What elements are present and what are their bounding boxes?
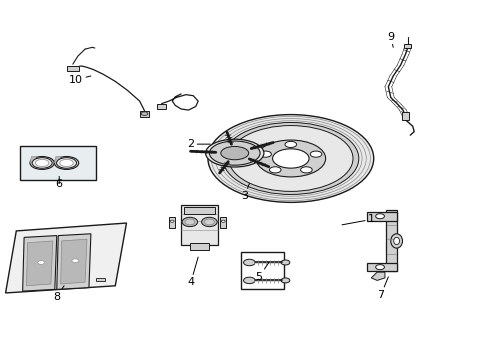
Polygon shape [30, 157, 36, 163]
Bar [181, 205, 218, 244]
Bar [169, 217, 175, 228]
Bar [240, 252, 284, 289]
Polygon shape [61, 239, 87, 284]
Ellipse shape [375, 265, 384, 270]
Text: 5: 5 [255, 262, 268, 282]
Ellipse shape [221, 147, 248, 160]
Bar [366, 263, 396, 271]
Ellipse shape [38, 261, 44, 264]
Bar [220, 217, 226, 228]
Ellipse shape [205, 139, 264, 167]
Text: 10: 10 [69, 75, 91, 85]
Ellipse shape [256, 140, 325, 177]
Ellipse shape [209, 141, 260, 165]
Polygon shape [26, 241, 53, 286]
Ellipse shape [285, 141, 296, 148]
Bar [401, 112, 408, 120]
Ellipse shape [30, 157, 54, 170]
Polygon shape [22, 235, 57, 291]
Ellipse shape [32, 158, 52, 168]
Bar [140, 111, 149, 117]
Ellipse shape [170, 220, 174, 222]
Text: 3: 3 [241, 184, 249, 201]
Text: 4: 4 [187, 257, 198, 287]
Ellipse shape [390, 234, 402, 248]
Ellipse shape [259, 151, 271, 157]
Text: 9: 9 [386, 32, 393, 47]
Text: 6: 6 [56, 176, 62, 189]
Ellipse shape [281, 278, 289, 283]
Bar [189, 243, 209, 250]
Ellipse shape [182, 217, 197, 226]
Ellipse shape [201, 217, 217, 226]
Polygon shape [5, 223, 126, 293]
Polygon shape [57, 234, 91, 289]
Polygon shape [370, 272, 384, 280]
Ellipse shape [300, 167, 311, 173]
Ellipse shape [243, 259, 255, 266]
Bar [157, 104, 166, 109]
Ellipse shape [393, 237, 399, 244]
Ellipse shape [223, 122, 358, 194]
Ellipse shape [72, 259, 79, 262]
Ellipse shape [35, 159, 49, 167]
Bar [404, 44, 410, 48]
Text: 2: 2 [187, 139, 210, 149]
Bar [385, 211, 396, 271]
Ellipse shape [269, 167, 281, 173]
Ellipse shape [272, 149, 308, 168]
Ellipse shape [54, 157, 79, 170]
Ellipse shape [243, 277, 255, 284]
Bar [366, 212, 396, 221]
Ellipse shape [375, 214, 384, 219]
Text: 1: 1 [341, 215, 374, 225]
Ellipse shape [141, 112, 148, 116]
Ellipse shape [207, 114, 373, 202]
Bar [183, 207, 215, 214]
Ellipse shape [60, 159, 73, 167]
Text: 8: 8 [53, 286, 64, 302]
Bar [96, 278, 104, 281]
Bar [20, 146, 96, 180]
Ellipse shape [204, 219, 214, 225]
Polygon shape [54, 157, 61, 163]
Ellipse shape [228, 126, 352, 192]
Bar [67, 66, 79, 71]
Text: 7: 7 [377, 277, 387, 300]
Ellipse shape [309, 151, 321, 157]
Ellipse shape [184, 219, 194, 225]
Ellipse shape [57, 158, 76, 168]
Ellipse shape [281, 260, 289, 265]
Ellipse shape [221, 220, 225, 222]
